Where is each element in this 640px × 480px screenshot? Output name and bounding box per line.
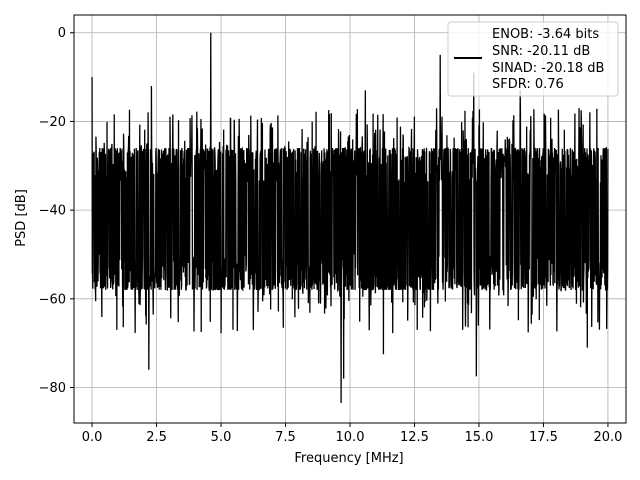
plot-area xyxy=(91,32,609,404)
legend-line-sfdr: SFDR: 0.76 xyxy=(492,77,564,92)
y-tick-label: 0 xyxy=(58,26,66,41)
y-tick-label: −80 xyxy=(39,381,66,396)
psd-series-line xyxy=(91,32,609,404)
legend-line-snr: SNR: -20.11 dB xyxy=(492,44,590,59)
x-tick-label: 7.5 xyxy=(275,430,296,445)
legend-line-sinad: SINAD: -20.18 dB xyxy=(492,61,604,76)
y-tick-label: −40 xyxy=(39,204,66,219)
x-tick-label: 12.5 xyxy=(400,430,429,445)
x-tick-label: 15.0 xyxy=(464,430,493,445)
x-tick-label: 10.0 xyxy=(336,430,365,445)
x-tick-label: 20.0 xyxy=(593,430,622,445)
x-tick-label: 17.5 xyxy=(529,430,558,445)
x-axis-label: Frequency [MHz] xyxy=(294,451,403,466)
legend-line-enob: ENOB: -3.64 bits xyxy=(492,27,599,42)
legend: ENOB: -3.64 bits SNR: -20.11 dB SINAD: -… xyxy=(447,21,619,97)
x-tick-label: 0.0 xyxy=(82,430,103,445)
y-tick-label: −20 xyxy=(39,115,66,130)
axis-ticks: 0.0 2.5 5.0 7.5 10.0 12.5 15.0 17.5 20.0 0 −20 −40 −… xyxy=(39,26,623,445)
x-tick-label: 2.5 xyxy=(146,430,167,445)
y-tick-label: −60 xyxy=(39,292,66,307)
x-tick-label: 5.0 xyxy=(211,430,232,445)
y-axis-label: PSD [dB] xyxy=(14,189,29,247)
legend-box xyxy=(447,21,619,97)
